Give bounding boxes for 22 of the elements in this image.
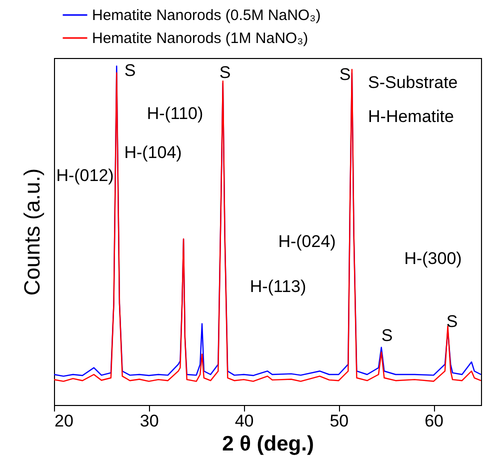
annotation: H-Hematite — [368, 107, 454, 126]
x-tick-label: 60 — [424, 412, 444, 430]
x-axis-title: 2 θ (deg.) — [222, 432, 314, 456]
annotation: H-(012) — [56, 166, 114, 185]
x-tick-label: 30 — [140, 412, 159, 430]
x-tick-label: 20 — [54, 412, 74, 430]
annotation: H-(300) — [404, 249, 462, 268]
legend-label: Hematite Nanorods (0.5M NaNO₃) — [92, 7, 321, 24]
x-tick-label: 40 — [234, 412, 254, 430]
legend-label: Hematite Nanorods (1M NaNO₃) — [92, 30, 308, 47]
annotation: H-(110) — [146, 104, 204, 123]
annotation: H-(024) — [278, 232, 336, 251]
annotation: H-(113) — [250, 277, 306, 296]
annotation: S — [381, 326, 393, 345]
annotation: S — [124, 61, 136, 80]
annotation: S-Substrate — [368, 73, 458, 92]
x-tick-label: 50 — [330, 412, 349, 430]
annotation: S — [219, 63, 231, 82]
y-axis-title: Counts (a.u.) — [20, 168, 44, 296]
annotation: H-(104) — [124, 143, 182, 162]
annotation: S — [339, 65, 351, 84]
annotation: S — [446, 312, 458, 331]
